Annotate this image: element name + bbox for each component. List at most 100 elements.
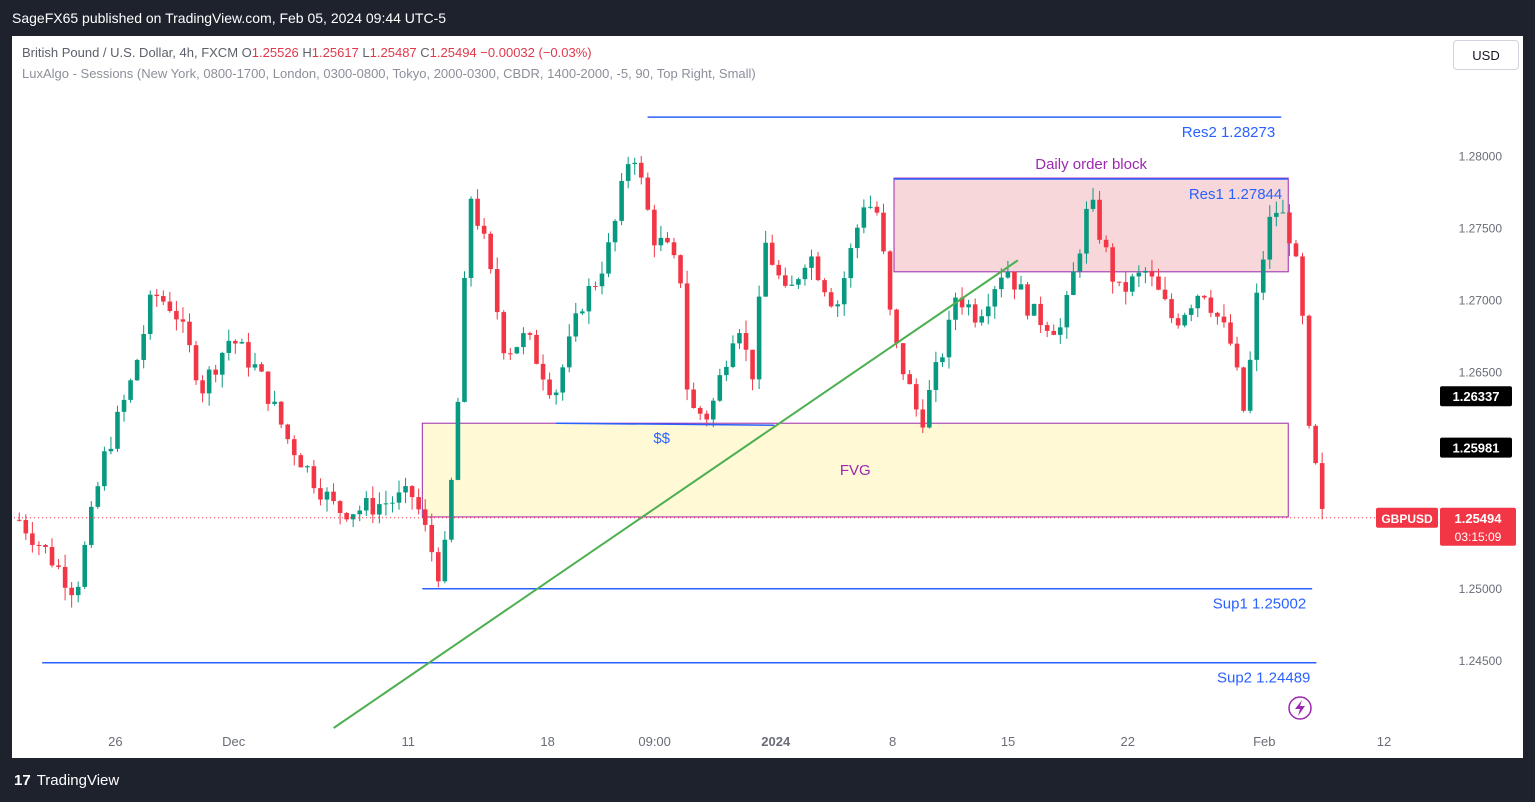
candle-body <box>1195 295 1201 309</box>
candle-body <box>1208 297 1214 313</box>
candle-body <box>999 277 1004 290</box>
candle-body <box>501 312 507 354</box>
candle-body <box>180 319 186 322</box>
candle-body <box>462 277 467 402</box>
candle-body <box>783 275 788 286</box>
candle-body <box>848 248 854 279</box>
candle-body <box>743 333 749 350</box>
currency-button[interactable]: USD <box>1453 40 1519 70</box>
candle-body <box>16 519 22 521</box>
y-tick-label: 1.25000 <box>1459 582 1503 596</box>
candle-body <box>697 407 703 414</box>
candle-body <box>1234 343 1240 368</box>
candle-body <box>1202 295 1207 298</box>
candle-body <box>23 520 29 534</box>
candle-body <box>1280 212 1286 214</box>
candle-body <box>684 283 690 390</box>
candle-body <box>206 369 212 394</box>
x-tick-label: 18 <box>540 734 554 749</box>
candle-body <box>187 321 192 346</box>
candle-body <box>219 352 225 375</box>
x-tick-label: 22 <box>1120 734 1134 749</box>
level-label-res2: Res2 1.28273 <box>1182 124 1275 141</box>
candle-body <box>291 439 297 456</box>
x-tick-label: 8 <box>889 734 896 749</box>
open-label: O <box>241 45 252 60</box>
candle-body <box>553 392 559 396</box>
candle-body <box>213 369 218 375</box>
candle-body <box>331 491 336 502</box>
candle-body <box>625 164 631 181</box>
candle-body <box>363 498 369 511</box>
candle-body <box>1319 463 1325 509</box>
candle-body <box>1182 314 1187 326</box>
candle-body <box>514 347 520 354</box>
price-chart[interactable]: 1.280001.275001.270001.265001.260001.255… <box>12 36 1523 758</box>
candle-body <box>390 502 395 504</box>
candle-body <box>534 334 539 364</box>
candle-body <box>828 292 834 307</box>
candle-body <box>1031 303 1037 316</box>
candle-body <box>730 343 736 367</box>
liquidity-line <box>556 422 775 426</box>
candle-body <box>822 280 827 293</box>
x-tick-label: Dec <box>222 734 246 749</box>
y-tick-label: 1.26500 <box>1459 366 1503 380</box>
high-label: H <box>302 45 312 60</box>
candle-body <box>128 380 133 400</box>
candle-body <box>272 401 277 404</box>
candle-body <box>868 206 873 208</box>
indicator-legend[interactable]: LuxAlgo - Sessions (New York, 0800-1700,… <box>22 66 756 81</box>
candle-body <box>920 409 926 428</box>
tradingview-brand[interactable]: 17 TradingView <box>14 772 119 789</box>
candle-body <box>593 285 598 287</box>
candle-body <box>161 296 166 302</box>
candle-body <box>1188 308 1194 315</box>
candle-body <box>324 491 330 500</box>
candle-body <box>580 311 585 314</box>
candle-body <box>56 565 61 567</box>
fvg-label: FVG <box>840 462 871 479</box>
lightning-glyph <box>1295 700 1305 716</box>
candle-body <box>940 357 945 363</box>
candle-body <box>1143 270 1148 273</box>
candle-body <box>717 375 723 401</box>
candle-body <box>756 296 762 380</box>
candle-body <box>233 340 238 344</box>
price-axis-tag-bg <box>1440 437 1512 458</box>
candle-body <box>586 285 592 312</box>
brand-name: TradingView <box>36 772 120 789</box>
candle-body <box>927 389 932 428</box>
candle-body <box>1136 272 1142 277</box>
candle-body <box>1254 292 1259 360</box>
level-label-sup2: Sup2 1.24489 <box>1217 670 1310 687</box>
candle-body <box>874 206 880 213</box>
x-tick-label: 26 <box>108 734 122 749</box>
candle-body <box>992 289 998 307</box>
candle-body <box>1162 289 1168 300</box>
candle-body <box>573 313 579 337</box>
candle-body <box>239 342 245 344</box>
candle-body <box>1215 312 1220 317</box>
candle-body <box>776 264 782 276</box>
candle-body <box>1064 294 1070 328</box>
candle-body <box>547 379 552 396</box>
candle-body <box>285 424 291 440</box>
candle-body <box>370 498 376 515</box>
candle-body <box>933 362 939 390</box>
candle-body <box>1077 253 1083 272</box>
candle-body <box>1241 367 1246 411</box>
price-axis-tag-bg <box>1440 386 1512 407</box>
candle-body <box>769 242 775 265</box>
y-tick-label: 1.27000 <box>1459 294 1503 308</box>
publish-header: SageFX65 published on TradingView.com, F… <box>0 0 1535 36</box>
candle-body <box>1221 316 1227 323</box>
candle-body <box>1247 359 1253 411</box>
y-tick-label: 1.24500 <box>1459 654 1503 668</box>
publish-line: SageFX65 published on TradingView.com, F… <box>12 10 447 26</box>
candle-body <box>1071 271 1076 295</box>
candle-body <box>1130 276 1135 292</box>
candle-body <box>1051 330 1057 335</box>
candle-body <box>89 506 94 545</box>
chart-panel[interactable]: 1.280001.275001.270001.265001.260001.255… <box>12 36 1523 758</box>
